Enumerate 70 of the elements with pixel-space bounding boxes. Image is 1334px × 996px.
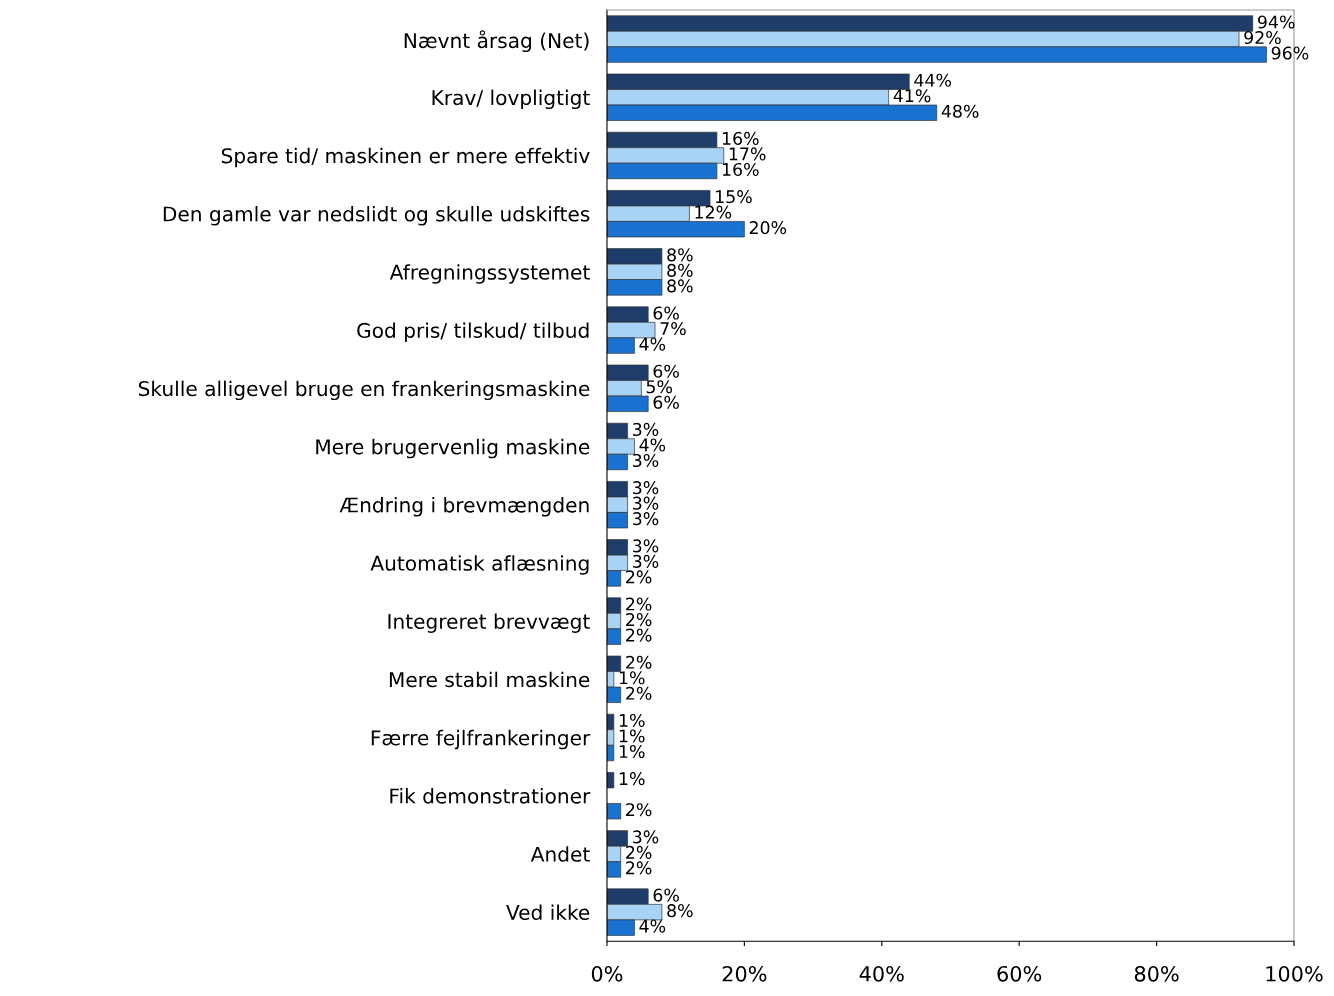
data-label: 6%: [653, 888, 679, 902]
data-label: 3%: [633, 539, 659, 553]
data-label: 92%: [1244, 30, 1281, 45]
y-tick-label: Ved ikke: [506, 904, 590, 921]
data-label: 2%: [626, 686, 652, 700]
y-tick-label: Mere stabil maskine: [389, 671, 590, 688]
y-tick-label: Færre fejlfrankeringer: [371, 729, 591, 750]
x-tick-label: 60%: [997, 965, 1042, 982]
data-label: 6%: [653, 364, 679, 378]
data-label: 2%: [626, 613, 652, 627]
data-label: 8%: [667, 248, 693, 262]
data-label: 2%: [626, 861, 652, 875]
y-tick-label: Mere brugervenlig maskine: [316, 438, 590, 459]
data-label: 16%: [722, 131, 759, 145]
data-label: 3%: [633, 512, 659, 526]
data-label: 4%: [639, 919, 666, 933]
data-label: 15%: [716, 190, 752, 204]
data-label: 3%: [633, 830, 659, 844]
data-label: 2%: [626, 803, 652, 817]
data-label: 1%: [619, 713, 645, 728]
data-label: 2%: [626, 597, 652, 611]
data-label: 3%: [633, 554, 659, 568]
data-label: 2%: [626, 628, 652, 642]
x-tick-label: 40%: [859, 965, 904, 982]
data-label: 2%: [626, 655, 652, 669]
data-label: 17%: [729, 147, 766, 161]
data-label: 3%: [633, 422, 659, 436]
data-label: 94%: [1257, 15, 1295, 29]
data-label: 1%: [619, 772, 645, 786]
y-tick-label: Fik demonstrationer: [390, 788, 591, 804]
y-tick-label: Ændring i brevmængden: [339, 497, 589, 517]
y-tick-label: Andet: [530, 846, 590, 862]
y-tick-label: Automatisk aflæsning: [370, 555, 589, 575]
y-tick-label: God pris/ tilskud/ tilbud: [357, 322, 589, 342]
data-label: 20%: [749, 221, 787, 235]
data-label: 6%: [653, 395, 679, 409]
y-tick-label: Skulle alligevel bruge en frankeringsmaskine: [138, 380, 590, 401]
y-tick-label: Integreret brevvægt: [388, 613, 590, 633]
x-tick-label: 80%: [1134, 965, 1179, 982]
data-label: 96%: [1271, 46, 1309, 60]
x-tick-label: 20%: [722, 965, 767, 982]
data-label: 7%: [660, 321, 686, 336]
x-tick-label: 0%: [591, 965, 623, 982]
data-label: 3%: [633, 481, 659, 495]
data-label: 3%: [633, 496, 659, 510]
data-label: 5%: [646, 380, 673, 394]
data-label: 41%: [893, 89, 931, 103]
data-label: 1%: [619, 671, 645, 685]
x-tick-label: 100%: [1266, 965, 1323, 982]
data-label: 1%: [619, 744, 645, 759]
data-label: 8%: [667, 279, 693, 293]
data-label: 16%: [722, 162, 759, 177]
data-label: 3%: [633, 453, 659, 468]
data-label: 44%: [914, 73, 952, 87]
data-label: 4%: [639, 438, 666, 452]
y-tick-label: Nævnt årsag (Net): [404, 30, 589, 53]
y-tick-label: Den gamle var nedslidt og skulle udskiftes: [163, 206, 590, 226]
y-tick-label: Spare tid/ maskinen er mere effektiv: [221, 147, 590, 168]
bar: [606, 803, 622, 820]
data-label: 6%: [653, 306, 679, 320]
data-label: 1%: [619, 729, 645, 743]
data-label: 2%: [626, 845, 652, 859]
y-tick-label: Afregningssystemet: [389, 264, 590, 284]
y-tick-label: Krav/ lovpligtigt: [432, 89, 590, 110]
data-label: 2%: [626, 570, 652, 584]
data-label: 4%: [639, 337, 666, 351]
data-label: 12%: [695, 205, 732, 219]
data-label: 8%: [667, 904, 693, 918]
data-label: 8%: [667, 263, 693, 277]
data-label: 48%: [941, 104, 979, 118]
